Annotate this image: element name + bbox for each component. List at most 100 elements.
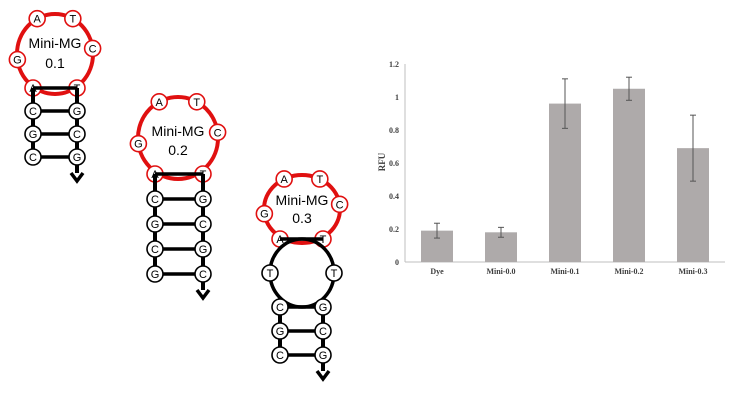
nucleotide: G	[271, 322, 289, 340]
nucleotide: T	[325, 264, 343, 282]
nucleotide: C	[194, 215, 212, 233]
nucleotide: C	[314, 322, 332, 340]
svg-text:C: C	[199, 269, 207, 281]
rfu-bar-chart: RFU 0 0.2 0.4 0.6 0.8 1 1.2 Dye Mini-0.0 Mini-0.1…	[377, 60, 725, 276]
nucleotide: C	[271, 298, 289, 316]
svg-text:C: C	[199, 219, 207, 231]
svg-text:C: C	[319, 326, 327, 338]
svg-text:C: C	[151, 194, 159, 206]
hairpin-name-line1: Mini-MG	[29, 35, 82, 51]
nucleotide: C	[208, 123, 227, 142]
hairpin-mini-mg-0.3: Mini-MG 0.3 ATCTAGTTCGGCCG	[255, 170, 349, 382]
bar	[549, 103, 581, 262]
nucleotide: G	[194, 240, 212, 258]
nucleotide: C	[271, 346, 289, 364]
svg-text:C: C	[276, 302, 284, 314]
nucleotide: G	[146, 265, 164, 283]
nucleotide: G	[314, 346, 332, 364]
svg-text:G: G	[151, 219, 160, 231]
bar	[613, 88, 645, 262]
hairpin-name-line1: Mini-MG	[152, 123, 205, 139]
error-bar	[434, 222, 440, 239]
svg-text:G: G	[73, 152, 82, 164]
svg-text:G: G	[276, 326, 285, 338]
x-tick-label: Mini-0.2	[614, 267, 643, 276]
strand-3prime-arrow-icon	[315, 369, 331, 382]
svg-text:T: T	[320, 234, 327, 246]
svg-text:A: A	[280, 174, 288, 186]
svg-text:C: C	[336, 199, 344, 211]
y-tick-label: 0.8	[389, 126, 399, 135]
y-tick-label: 1.2	[389, 60, 399, 69]
x-tick-label: Dye	[430, 267, 444, 276]
svg-text:A: A	[33, 14, 41, 26]
nucleotide: G	[129, 134, 148, 153]
svg-text:G: G	[260, 209, 269, 221]
svg-text:T: T	[267, 268, 274, 280]
y-tick-label: 0.4	[389, 192, 399, 201]
nucleotide: T	[261, 264, 279, 282]
svg-text:C: C	[29, 106, 37, 118]
nucleotide: C	[146, 190, 164, 208]
hairpin-name-line1: Mini-MG	[276, 192, 329, 208]
y-tick-label: 0.2	[389, 225, 399, 234]
x-tick-label: Mini-0.1	[550, 267, 579, 276]
svg-text:G: G	[134, 139, 143, 151]
hairpin-name-line2: 0.2	[168, 142, 188, 158]
svg-text:C: C	[276, 350, 284, 362]
nucleotide: G	[255, 204, 274, 223]
svg-text:G: G	[199, 194, 208, 206]
svg-text:T: T	[331, 268, 338, 280]
svg-text:C: C	[73, 129, 81, 141]
svg-text:C: C	[89, 43, 97, 55]
error-bar	[498, 226, 504, 238]
y-tick-label: 0	[395, 258, 399, 267]
nucleotide: C	[24, 148, 42, 166]
hairpin-name-line2: 0.3	[292, 210, 312, 226]
y-axis-label: RFU	[377, 152, 387, 171]
svg-text:G: G	[199, 244, 208, 256]
nucleotide: C	[330, 195, 349, 214]
strand-3prime-arrow-icon	[195, 288, 211, 301]
svg-text:G: G	[151, 269, 160, 281]
nucleotide: C	[68, 125, 86, 143]
svg-text:A: A	[156, 97, 164, 109]
svg-text:G: G	[319, 302, 328, 314]
nucleotide: C	[194, 265, 212, 283]
svg-text:T: T	[316, 174, 323, 186]
x-tick-label: Mini-0.0	[486, 267, 515, 276]
y-tick-label: 0.6	[389, 159, 399, 168]
nucleotide: G	[68, 102, 86, 120]
hairpin-name-line2: 0.1	[45, 55, 65, 71]
svg-text:T: T	[69, 14, 76, 26]
nucleotide: G	[24, 125, 42, 143]
nucleotide: G	[146, 215, 164, 233]
nucleotide: T	[311, 170, 329, 188]
nucleotide: C	[146, 240, 164, 258]
x-tick-label: Mini-0.3	[678, 267, 707, 276]
svg-text:C: C	[151, 244, 159, 256]
nucleotide: C	[24, 102, 42, 120]
svg-text:G: G	[73, 106, 82, 118]
nucleotide: G	[68, 148, 86, 166]
nucleotide: T	[64, 9, 82, 28]
inner-loop-ring	[268, 237, 336, 309]
nucleotide: C	[83, 39, 102, 58]
y-tick-label: 1	[395, 93, 399, 102]
error-bar	[690, 114, 696, 182]
nucleotide: A	[150, 92, 169, 111]
svg-text:G: G	[13, 55, 22, 67]
hairpin-mini-mg-0.2: Mini-MG 0.2 ATCTAGCGGCCGGC	[129, 92, 227, 301]
error-bar	[626, 76, 632, 101]
nucleotide: T	[187, 92, 206, 111]
nucleotide: G	[194, 190, 212, 208]
nucleotide: A	[28, 9, 46, 28]
svg-text:G: G	[319, 350, 328, 362]
strand-3prime-arrow-icon	[69, 171, 85, 184]
nucleotide: G	[8, 50, 27, 69]
nucleotide: A	[275, 170, 293, 188]
svg-text:C: C	[29, 152, 37, 164]
hairpin-mini-mg-0.1: Mini-MG 0.1 ATCTAGCGGCCG	[8, 9, 102, 184]
svg-text:T: T	[193, 97, 200, 109]
svg-text:G: G	[29, 129, 38, 141]
